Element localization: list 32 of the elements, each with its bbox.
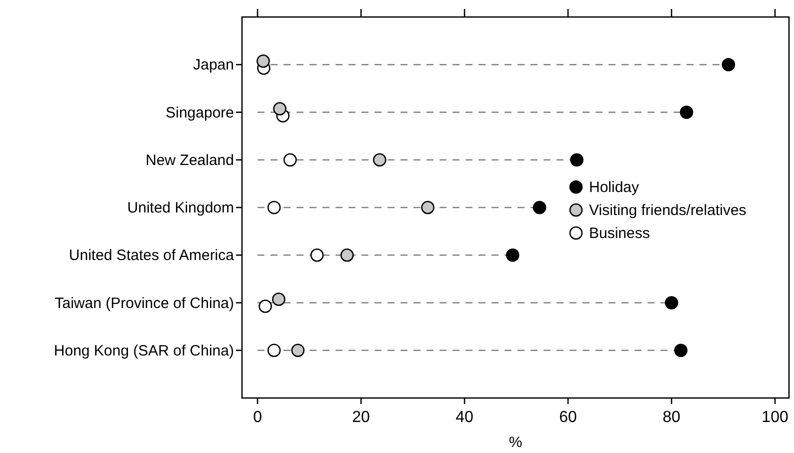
point xyxy=(267,200,281,214)
x-tick-label: 20 xyxy=(352,409,370,426)
x-axis-title: % xyxy=(508,434,522,451)
legend-label: Holiday xyxy=(589,179,640,196)
point xyxy=(291,344,305,358)
y-tick-label: Taiwan (Province of China) xyxy=(54,294,234,312)
point xyxy=(267,344,281,358)
point xyxy=(310,248,324,262)
point xyxy=(506,248,520,262)
point xyxy=(532,200,546,214)
point xyxy=(674,344,688,358)
point xyxy=(340,248,354,262)
point xyxy=(283,153,297,167)
x-tick-label: 100 xyxy=(762,409,788,426)
point xyxy=(421,200,434,214)
legend-label: Visiting friends/relatives xyxy=(589,202,746,219)
x-tick-label: 40 xyxy=(456,409,474,426)
y-tick-label: United States of America xyxy=(68,247,235,264)
x-tick-label: 80 xyxy=(662,409,681,426)
point xyxy=(722,58,736,72)
point xyxy=(680,106,694,119)
y-tick-label: Hong Kong (SAR of China) xyxy=(54,342,234,360)
y-tick-label: Singapore xyxy=(166,104,234,122)
y-tick-label: United Kingdom xyxy=(127,200,234,216)
y-tick-label: Japan xyxy=(193,56,234,74)
point xyxy=(373,153,386,167)
y-tick-label: New Zealand xyxy=(146,152,234,169)
x-tick-label: 0 xyxy=(253,409,262,426)
point xyxy=(570,153,584,167)
legend-label: Business xyxy=(589,225,650,242)
x-tick-label: 60 xyxy=(559,409,578,426)
point xyxy=(664,296,678,310)
